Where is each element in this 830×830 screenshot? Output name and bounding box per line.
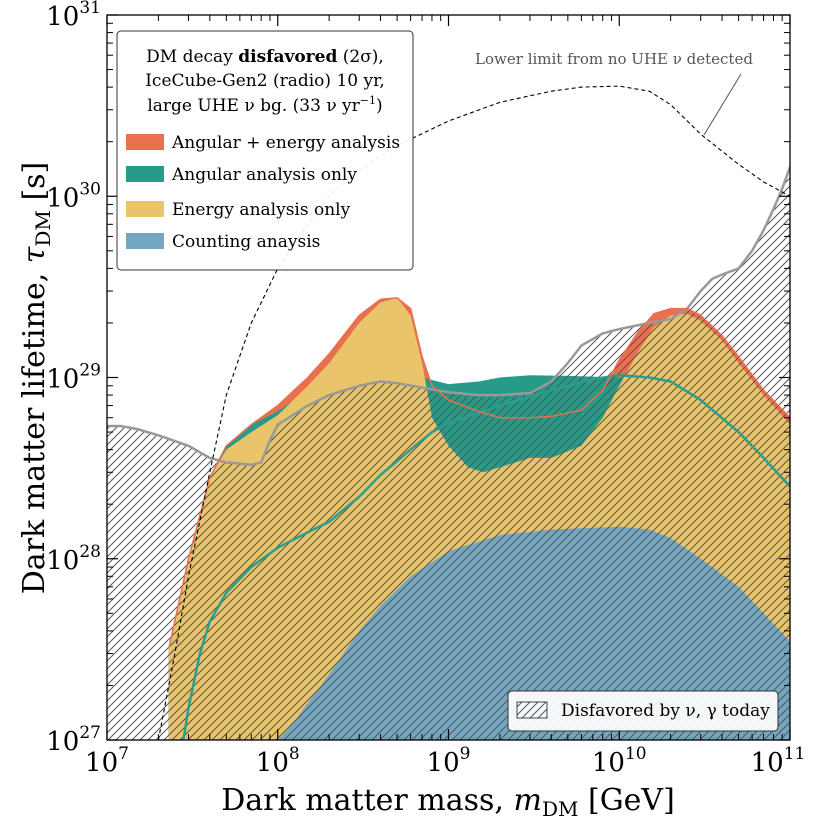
- y-tick-label-0: 1027: [46, 723, 101, 757]
- legend-label-counting: Counting anaysis: [172, 232, 320, 252]
- legend: DM decay disfavored (2σ), IceCube-Gen2 (…: [116, 30, 414, 271]
- legend-swatch-counting: [126, 233, 164, 249]
- legend-title-line-1: DM decay disfavored (2σ),: [146, 47, 384, 67]
- legend-label-angular: Angular analysis only: [171, 165, 357, 185]
- plot-area: [107, 85, 790, 740]
- y-tick-label-4: 1031: [46, 0, 101, 32]
- legend-label-energy: Energy analysis only: [172, 200, 351, 220]
- hatch-legend-swatch: [516, 701, 548, 719]
- legend-swatch-angular-energy: [126, 134, 164, 150]
- x-tick-label-0: 107: [85, 744, 129, 778]
- legend-label-angular-energy: Angular + energy analysis: [171, 133, 400, 153]
- legend-box: [116, 30, 414, 271]
- tick-labels: 107 108 109 1010 1011 1027 1028 1029 1030 1031: [46, 0, 805, 778]
- annotation-pointer: [703, 73, 742, 136]
- x-axis-label: Dark matter mass, mDM [GeV]: [221, 783, 675, 821]
- axis-ticks: [106, 14, 791, 741]
- y-axis-label: Dark matter lifetime, τDM [s]: [17, 162, 55, 595]
- legend-title-line-3: large UHE ν bg. (33 ν yr−1): [147, 94, 382, 116]
- line-disfavored-edge: [107, 166, 790, 467]
- x-tick-label-1: 108: [256, 744, 300, 778]
- hatch-legend-box: [507, 690, 779, 732]
- y-tick-label-1: 1028: [46, 542, 101, 576]
- line-angular-analysis: [182, 373, 790, 740]
- y-tick-label-2: 1029: [46, 361, 101, 395]
- plot-frame: [106, 14, 791, 741]
- legend-swatch-energy: [126, 201, 164, 217]
- legend-title-line-2: IceCube-Gen2 (radio) 10 yr,: [145, 71, 385, 91]
- annotation-lower-limit: Lower limit from no UHE ν detected: [475, 50, 753, 68]
- y-tick-label-3: 1030: [46, 179, 101, 213]
- legend-swatch-angular: [126, 166, 164, 182]
- x-tick-label-3: 1010: [592, 744, 647, 778]
- x-tick-label-4: 1011: [751, 744, 806, 778]
- area-disfavored-hatched: [107, 167, 790, 740]
- x-tick-label-2: 109: [427, 744, 471, 778]
- hatch-legend-label: Disfavored by ν, γ today: [561, 701, 770, 721]
- line-angular-energy-edge: [168, 297, 790, 649]
- hatch-legend: Disfavored by ν, γ today: [507, 690, 779, 732]
